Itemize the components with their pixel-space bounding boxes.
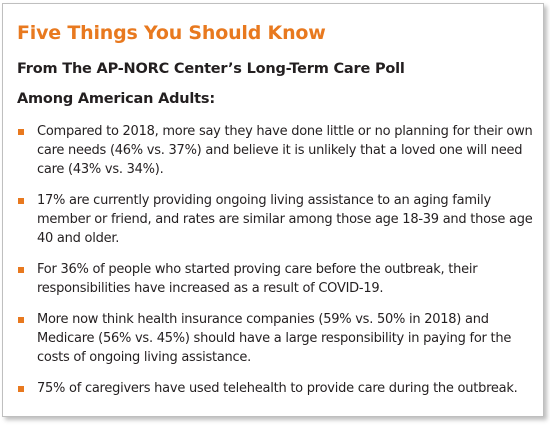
bullet-list: Compared to 2018, more say they have don…: [17, 122, 537, 410]
bullet-item: For 36% of people who started proving ca…: [17, 260, 537, 298]
bullet-text: For 36% of people who started proving ca…: [37, 262, 478, 296]
square-bullet-icon: [18, 198, 24, 204]
square-bullet-icon: [18, 267, 24, 273]
card-title: Five Things You Should Know: [17, 22, 326, 44]
bullet-item: 75% of caregivers have used telehealth t…: [17, 379, 537, 398]
bullet-item: More now think health insurance companie…: [17, 310, 537, 367]
bullet-text: 75% of caregivers have used telehealth t…: [37, 381, 518, 396]
bullet-text: 17% are currently providing ongoing livi…: [37, 193, 533, 246]
square-bullet-icon: [18, 386, 24, 392]
bullet-text: More now think health insurance companie…: [37, 312, 512, 365]
info-card: Five Things You Should Know From The AP-…: [2, 3, 544, 417]
square-bullet-icon: [18, 129, 24, 135]
card-subtitle-line-2: Among American Adults:: [17, 91, 215, 107]
square-bullet-icon: [18, 317, 24, 323]
bullet-item: Compared to 2018, more say they have don…: [17, 122, 537, 179]
bullet-item: 17% are currently providing ongoing livi…: [17, 191, 537, 248]
bullet-text: Compared to 2018, more say they have don…: [37, 124, 533, 177]
card-subtitle-line-1: From The AP-NORC Center’s Long-Term Care…: [17, 61, 405, 77]
